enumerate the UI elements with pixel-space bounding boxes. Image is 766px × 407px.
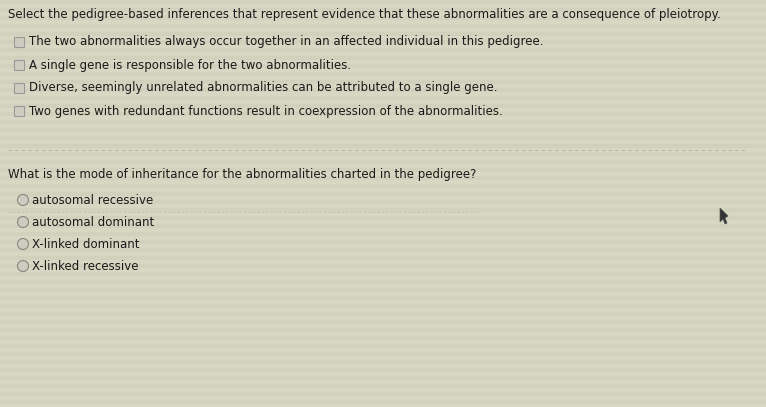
Text: autosomal recessive: autosomal recessive xyxy=(32,193,153,206)
Text: X-linked recessive: X-linked recessive xyxy=(32,260,139,273)
Text: The two abnormalities always occur together in an affected individual in this pe: The two abnormalities always occur toget… xyxy=(29,35,544,48)
Text: A single gene is responsible for the two abnormalities.: A single gene is responsible for the two… xyxy=(29,59,351,72)
Bar xyxy=(14,106,24,116)
Text: X-linked dominant: X-linked dominant xyxy=(32,238,139,250)
Text: What is the mode of inheritance for the abnormalities charted in the pedigree?: What is the mode of inheritance for the … xyxy=(8,168,476,181)
Circle shape xyxy=(18,195,28,206)
Text: autosomal dominant: autosomal dominant xyxy=(32,215,154,228)
Circle shape xyxy=(18,217,28,228)
Bar xyxy=(14,60,24,70)
Circle shape xyxy=(18,260,28,271)
Bar xyxy=(14,83,24,93)
Text: Select the pedigree-based inferences that represent evidence that these abnormal: Select the pedigree-based inferences tha… xyxy=(8,8,721,21)
Bar xyxy=(14,37,24,47)
Text: Diverse, seemingly unrelated abnormalities can be attributed to a single gene.: Diverse, seemingly unrelated abnormaliti… xyxy=(29,81,497,94)
Text: Two genes with redundant functions result in coexpression of the abnormalities.: Two genes with redundant functions resul… xyxy=(29,105,502,118)
Polygon shape xyxy=(720,208,728,224)
Circle shape xyxy=(18,239,28,249)
